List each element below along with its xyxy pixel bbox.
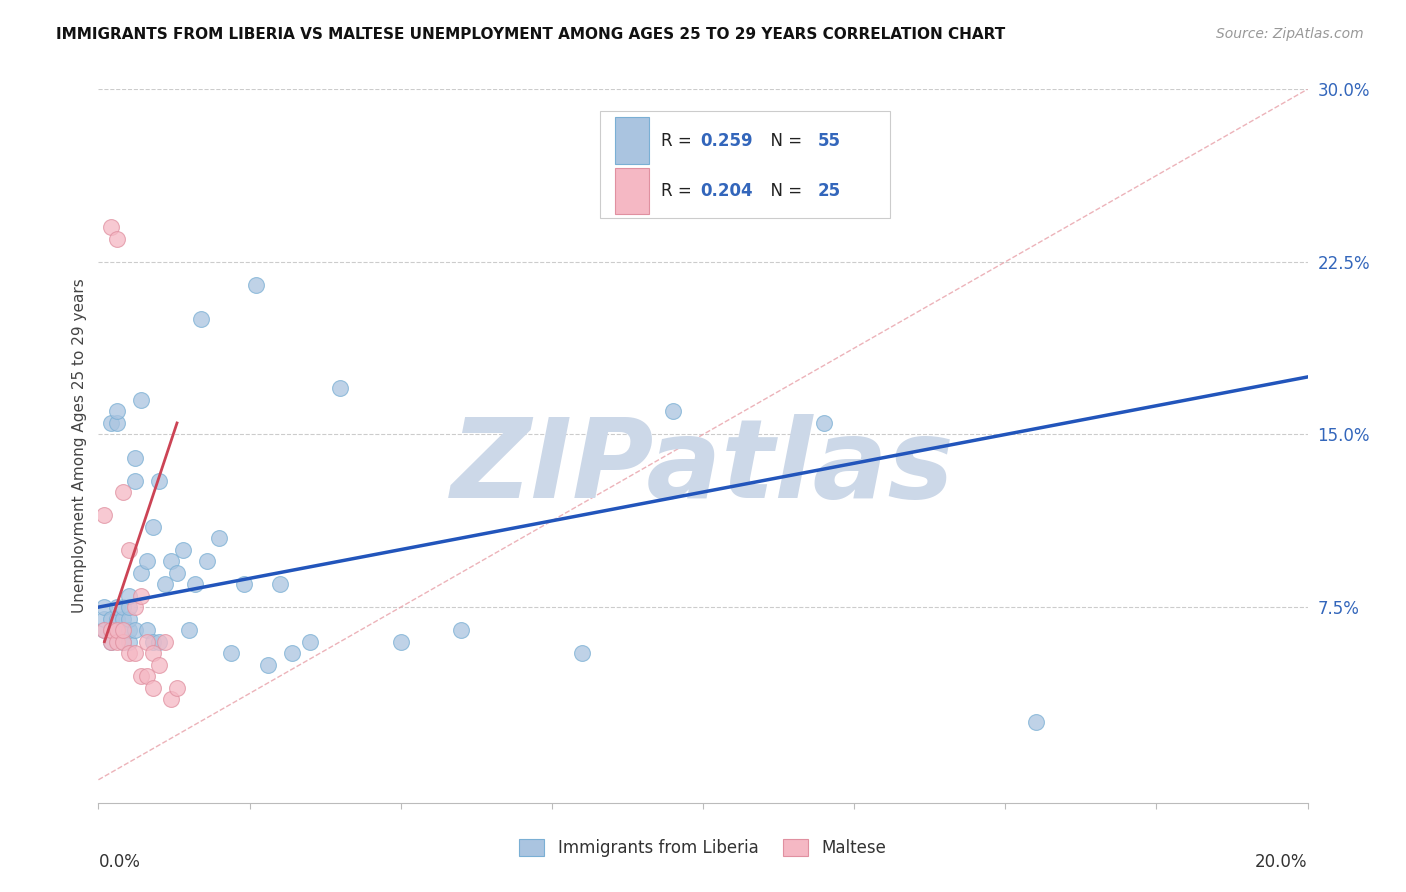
Text: ZIPatlas: ZIPatlas — [451, 414, 955, 521]
Point — [111, 634, 134, 648]
Point — [100, 634, 122, 648]
Point — [93, 623, 115, 637]
Point — [195, 554, 218, 568]
Point — [118, 623, 141, 637]
Point — [124, 623, 146, 637]
Point — [124, 646, 146, 660]
Point — [111, 634, 134, 648]
Point — [93, 623, 115, 637]
Point — [571, 646, 593, 660]
Point — [329, 381, 352, 395]
Point — [111, 623, 134, 637]
Point — [172, 542, 194, 557]
Text: 0.259: 0.259 — [700, 132, 754, 150]
Y-axis label: Unemployment Among Ages 25 to 29 years: Unemployment Among Ages 25 to 29 years — [72, 278, 87, 614]
Point — [450, 623, 472, 637]
Point — [245, 277, 267, 292]
Point — [129, 589, 152, 603]
Text: R =: R = — [661, 182, 697, 200]
Point — [160, 692, 183, 706]
Point — [269, 577, 291, 591]
Bar — [600, 111, 890, 218]
Text: N =: N = — [759, 132, 807, 150]
Point — [93, 600, 115, 615]
Point — [179, 623, 201, 637]
Point — [118, 600, 141, 615]
Point — [135, 554, 157, 568]
Point — [105, 623, 128, 637]
Text: 55: 55 — [818, 132, 841, 150]
Point — [142, 646, 165, 660]
Point — [166, 681, 188, 695]
Bar — [614, 168, 648, 214]
Point — [100, 220, 122, 235]
Point — [148, 634, 170, 648]
Point — [813, 416, 835, 430]
Point — [111, 485, 134, 500]
Point — [100, 634, 122, 648]
Point — [105, 623, 128, 637]
Text: Source: ZipAtlas.com: Source: ZipAtlas.com — [1216, 27, 1364, 41]
Point — [153, 577, 176, 591]
Point — [93, 612, 115, 626]
Point — [111, 612, 134, 626]
Point — [661, 404, 683, 418]
Point — [256, 657, 278, 672]
Point — [118, 589, 141, 603]
Point — [142, 519, 165, 533]
Text: 0.0%: 0.0% — [98, 853, 141, 871]
Bar — [614, 118, 648, 164]
Point — [100, 623, 122, 637]
Point — [153, 634, 176, 648]
Point — [105, 600, 128, 615]
Point — [208, 531, 231, 545]
Point — [232, 577, 254, 591]
Point — [148, 474, 170, 488]
Point — [148, 657, 170, 672]
Point — [93, 508, 115, 522]
Point — [299, 634, 322, 648]
Point — [118, 612, 141, 626]
Text: 20.0%: 20.0% — [1256, 853, 1308, 871]
Point — [281, 646, 304, 660]
Text: N =: N = — [759, 182, 807, 200]
Point — [118, 646, 141, 660]
Point — [160, 554, 183, 568]
Point — [142, 681, 165, 695]
Point — [105, 232, 128, 246]
Point — [105, 416, 128, 430]
Point — [118, 542, 141, 557]
Point — [129, 669, 152, 683]
Point — [111, 600, 134, 615]
Point — [100, 416, 122, 430]
Point — [389, 634, 412, 648]
Point — [100, 623, 122, 637]
Point — [190, 312, 212, 326]
Point — [184, 577, 207, 591]
Text: IMMIGRANTS FROM LIBERIA VS MALTESE UNEMPLOYMENT AMONG AGES 25 TO 29 YEARS CORREL: IMMIGRANTS FROM LIBERIA VS MALTESE UNEMP… — [56, 27, 1005, 42]
Point — [135, 669, 157, 683]
Text: R =: R = — [661, 132, 697, 150]
Point — [124, 600, 146, 615]
Point — [124, 450, 146, 465]
Legend: Immigrants from Liberia, Maltese: Immigrants from Liberia, Maltese — [510, 831, 896, 866]
Point — [111, 623, 134, 637]
Point — [142, 634, 165, 648]
Point — [124, 474, 146, 488]
Point — [105, 612, 128, 626]
Point — [129, 392, 152, 407]
Point — [105, 404, 128, 418]
Point — [1024, 715, 1046, 730]
Point — [221, 646, 243, 660]
Text: 25: 25 — [818, 182, 841, 200]
Point — [129, 566, 152, 580]
Text: 0.204: 0.204 — [700, 182, 754, 200]
Point — [118, 634, 141, 648]
Point — [105, 634, 128, 648]
Point — [100, 612, 122, 626]
Point — [135, 634, 157, 648]
Point — [135, 623, 157, 637]
Point — [166, 566, 188, 580]
